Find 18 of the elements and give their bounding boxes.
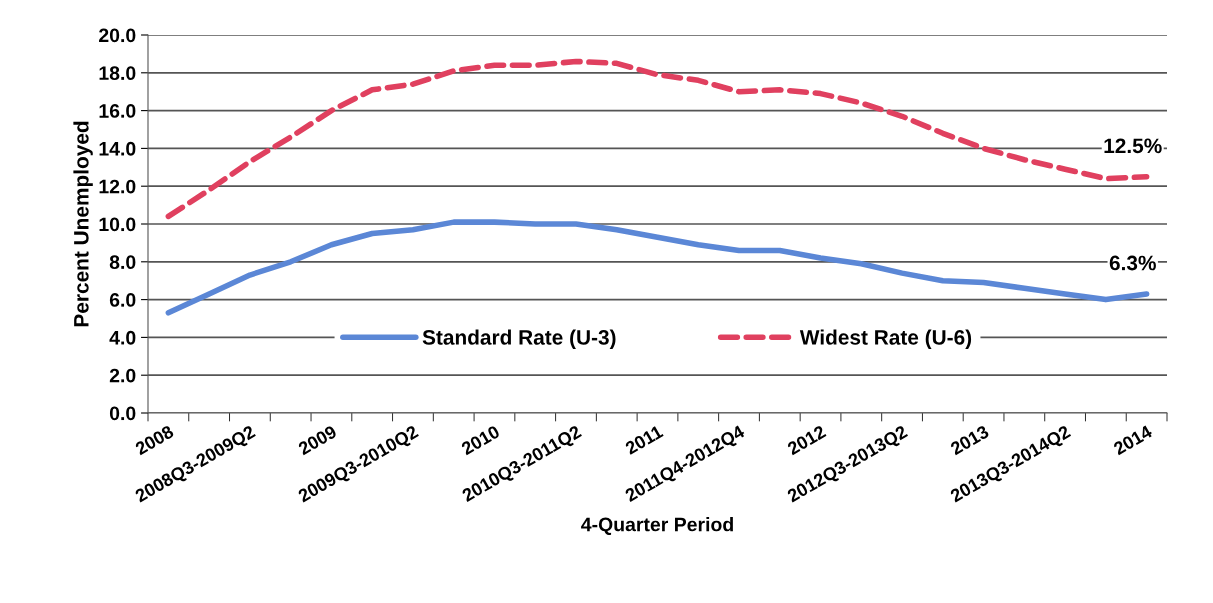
annotation: 6.3% <box>1109 255 1156 271</box>
x-axis-title: 4-Quarter Period <box>581 517 733 535</box>
legend-label: Widest Rate (U-6) <box>799 329 972 349</box>
y-tick-label: 6.0 <box>109 293 136 307</box>
y-tick-label: 0.0 <box>109 406 136 421</box>
y-tick-label: 16.0 <box>99 104 136 118</box>
x-tick-label: 2014 <box>1112 424 1154 456</box>
y-tick-label: 8.0 <box>109 255 136 270</box>
y-tick-label: 12.0 <box>99 179 136 194</box>
y-tick-label: 4.0 <box>109 330 136 345</box>
y-tick-label: 18.0 <box>99 66 136 81</box>
y-tick-label: 2.0 <box>109 368 136 383</box>
y-tick-label: 14.0 <box>99 141 136 156</box>
annotation: 12.5% <box>1104 138 1162 154</box>
y-tick-label: 20.0 <box>99 28 136 43</box>
y-axis-title: Percent Unemployed <box>73 121 93 327</box>
legend-label: Standard Rate (U-3) <box>422 329 616 349</box>
y-tick-label: 10.0 <box>99 217 136 232</box>
